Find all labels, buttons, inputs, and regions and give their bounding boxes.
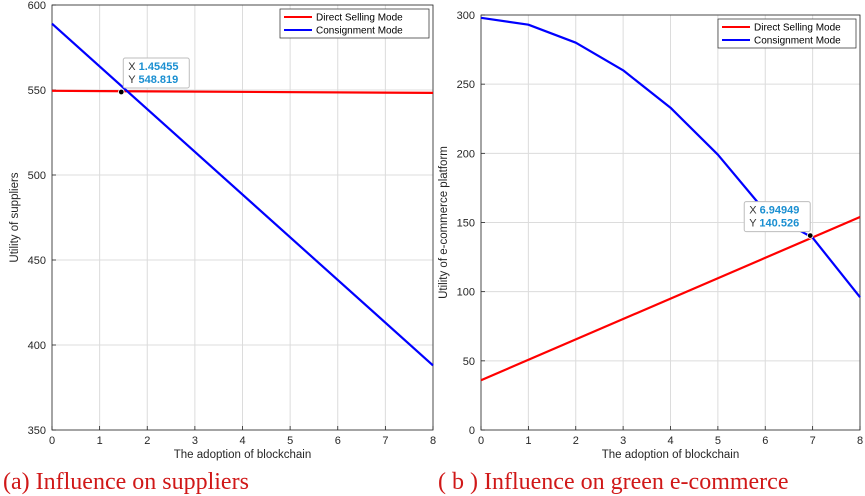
chart-panel-b: 0 1 2 3 4 5 6 7 8 0 50 100 150 200 250 300 The adoption … (438, 10, 863, 495)
x-tick-label: 4 (667, 435, 673, 447)
legend-label: Direct Selling Mode (754, 23, 841, 34)
x-tick-label: 6 (335, 435, 341, 447)
datatip-marker (807, 232, 814, 239)
y-tick-label: 400 (28, 340, 46, 352)
y-tick-label: 500 (28, 170, 46, 182)
x-tick-label: 2 (573, 435, 579, 447)
series-line-direct-selling (51, 89, 434, 94)
series-line-direct-selling (480, 215, 861, 382)
x-tick-label: 3 (620, 435, 626, 447)
y-tick-label: 200 (457, 148, 475, 160)
x-axis-label: The adoption of blockchain (174, 449, 311, 461)
x-tick-label: 7 (382, 435, 388, 447)
legend: Direct Selling Mode Consignment Mode (279, 8, 430, 39)
y-tick-label: 450 (28, 255, 46, 267)
legend-box (279, 8, 430, 39)
y-tick-label: 600 (28, 0, 46, 12)
y-tick-label: 300 (457, 10, 475, 22)
legend-box (717, 18, 857, 49)
x-tick-label: 2 (144, 435, 150, 447)
x-tick-label: 6 (762, 435, 768, 447)
y-tick-label: 100 (457, 287, 475, 299)
y-tick-label: 250 (457, 79, 475, 91)
x-tick-label: 4 (239, 435, 245, 447)
panel-caption: (a) Influence on suppliers (3, 469, 249, 495)
y-tick-label: 50 (463, 356, 475, 368)
y-tick-label: 0 (469, 425, 475, 437)
legend-label: Consignment Mode (754, 36, 841, 47)
chart-panel-a: 0 1 2 3 4 5 6 7 8 350 400 450 500 550 600 The adoption … (3, 0, 436, 495)
x-tick-label: 0 (49, 435, 55, 447)
x-tick-label: 3 (192, 435, 198, 447)
legend-label: Direct Selling Mode (316, 13, 403, 24)
datatip-x: X 6.94949 (749, 205, 799, 217)
datatip-x: X 1.45455 (128, 61, 178, 73)
y-tick-label: 550 (28, 85, 46, 97)
x-axis-label: The adoption of blockchain (602, 449, 739, 461)
datatip-box (743, 201, 811, 233)
legend-label: Consignment Mode (316, 26, 403, 37)
datatip-box (122, 57, 190, 89)
y-axis-label: Utility of e-commerce platform (438, 146, 450, 299)
x-tick-label: 1 (97, 435, 103, 447)
y-tick-label: 150 (457, 218, 475, 230)
y-axis-label: Utility of suppliers (9, 172, 21, 262)
datatip-y: Y 140.526 (749, 218, 799, 230)
x-tick-label: 5 (715, 435, 721, 447)
x-tick-label: 1 (525, 435, 531, 447)
x-tick-label: 5 (287, 435, 293, 447)
series-line-consignment (51, 22, 434, 367)
x-tick-label: 8 (430, 435, 436, 447)
legend: Direct Selling Mode Consignment Mode (717, 18, 857, 49)
datatip-y: Y 548.819 (128, 74, 178, 86)
panel-caption: ( b ) Influence on green e-commerce (438, 469, 788, 495)
x-tick-label: 8 (857, 435, 863, 447)
x-tick-label: 0 (478, 435, 484, 447)
x-tick-label: 7 (810, 435, 816, 447)
datatip-marker (118, 88, 125, 96)
y-tick-label: 350 (28, 425, 46, 437)
